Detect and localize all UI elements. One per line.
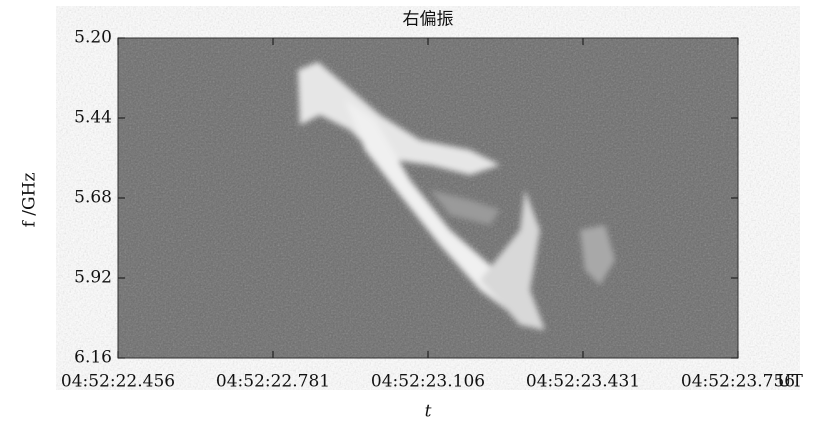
x-tick-label: 04:52:23.106 [371, 372, 485, 392]
y-axis-label: f /GHz [20, 173, 40, 228]
x-axis-label: t [425, 402, 432, 422]
x-tick-label: 04:52:22.456 [61, 372, 175, 392]
chart-title: 右偏振 [403, 10, 454, 30]
burst [298, 62, 615, 330]
noise [118, 38, 738, 358]
x-tick-label: 04:52:22.781 [216, 372, 330, 392]
y-tick-label: 5.20 [74, 28, 112, 48]
x-tick-label: 04:52:23.756 [681, 372, 795, 392]
y-tick-label: 5.68 [74, 188, 112, 208]
y-tick-label: 5.92 [74, 268, 112, 288]
x-tick-label: 04:52:23.431 [526, 372, 640, 392]
y-tick-label: 6.16 [74, 348, 112, 368]
x-unit: UT [777, 372, 803, 392]
y-tick-label: 5.44 [74, 108, 112, 128]
